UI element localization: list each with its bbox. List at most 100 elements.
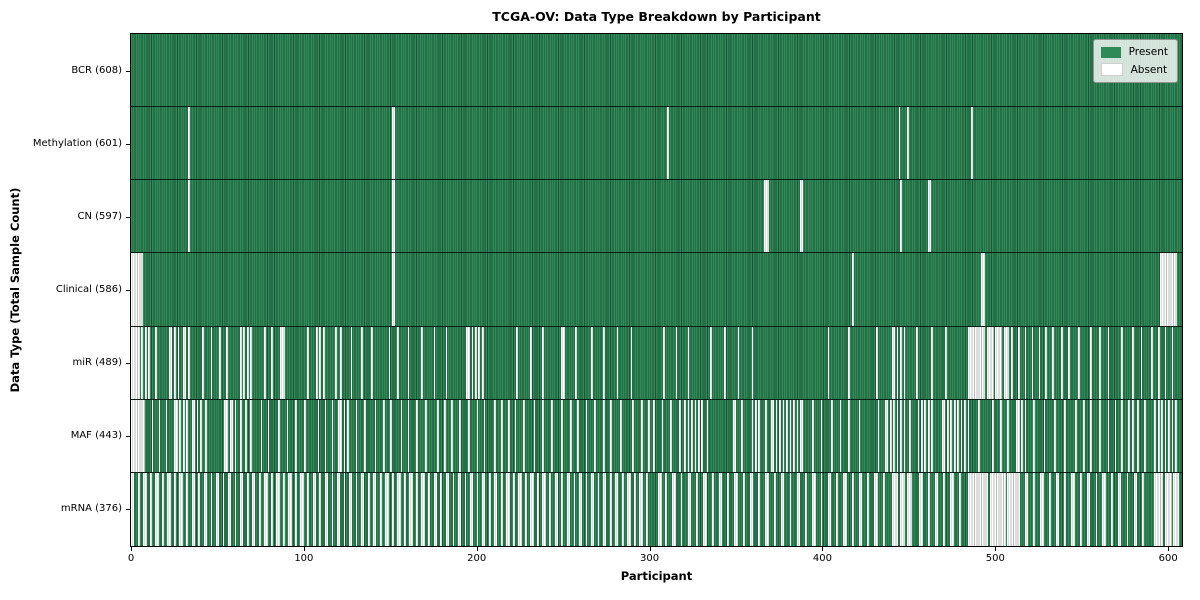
- absent-stripe: [741, 399, 743, 472]
- absent-stripe: [711, 472, 714, 546]
- absent-stripe: [796, 472, 800, 546]
- absent-stripe: [1107, 399, 1110, 472]
- absent-stripe: [1090, 399, 1093, 472]
- absent-stripe: [967, 472, 989, 546]
- absent-stripe: [474, 326, 477, 399]
- absent-stripe: [364, 399, 367, 472]
- absent-stripe: [1080, 472, 1082, 546]
- absent-stripe: [1111, 472, 1113, 546]
- ytick-mark: [126, 363, 130, 365]
- absent-stripe: [697, 399, 700, 472]
- absent-stripe: [1071, 472, 1075, 546]
- absent-stripe: [537, 472, 539, 546]
- absent-stripe: [371, 326, 373, 399]
- absent-stripe: [978, 399, 980, 472]
- absent-stripe: [283, 472, 285, 546]
- absent-stripe: [445, 472, 450, 546]
- absent-stripe: [148, 326, 150, 399]
- ytick-mark: [126, 143, 130, 145]
- absent-stripe: [1107, 326, 1110, 399]
- absent-stripe: [286, 399, 289, 472]
- absent-stripe: [1054, 399, 1056, 472]
- absent-stripe: [224, 399, 228, 472]
- xtick-label-500: 500: [985, 553, 1005, 564]
- absent-stripe: [799, 180, 804, 253]
- absent-stripe: [343, 399, 346, 472]
- absent-stripe: [340, 326, 342, 399]
- absent-stripe: [827, 326, 830, 399]
- absent-stripe: [513, 472, 515, 546]
- absent-stripe: [943, 472, 946, 546]
- absent-stripe: [1055, 472, 1060, 546]
- absent-stripe: [488, 472, 491, 546]
- absent-stripe: [566, 472, 571, 546]
- absent-stripe: [597, 472, 600, 546]
- absent-stripe: [907, 107, 909, 180]
- ytick-label-Methylation: Methylation (601): [32, 137, 122, 149]
- xtick-label-100: 100: [294, 553, 314, 564]
- absent-stripe: [661, 399, 664, 472]
- absent-stripe: [229, 399, 233, 472]
- absent-stripe: [445, 326, 448, 399]
- absent-stripe: [765, 472, 769, 546]
- absent-stripe: [967, 326, 985, 399]
- absent-stripe: [903, 326, 906, 399]
- absent-stripe: [428, 472, 431, 546]
- absent-stripe: [900, 472, 906, 546]
- absent-stripe: [1038, 326, 1041, 399]
- absent-stripe: [481, 326, 484, 399]
- absent-stripe: [177, 326, 180, 399]
- absent-stripe: [653, 399, 655, 472]
- absent-stripe: [350, 326, 353, 399]
- absent-stripe: [867, 472, 870, 546]
- absent-stripe: [243, 326, 246, 399]
- plot-area: Present Absent: [130, 33, 1183, 547]
- absent-stripe: [317, 399, 320, 472]
- absent-stripe: [246, 326, 249, 399]
- absent-stripe: [960, 399, 963, 472]
- absent-stripe: [174, 472, 176, 546]
- absent-stripe: [1154, 472, 1163, 546]
- absent-stripe: [882, 472, 885, 546]
- absent-stripe: [1003, 326, 1010, 399]
- absent-stripe: [390, 399, 392, 472]
- absent-stripe: [1024, 472, 1029, 546]
- absent-stripe: [718, 472, 723, 546]
- absent-stripe: [1086, 472, 1091, 546]
- absent-stripe: [950, 399, 953, 472]
- absent-stripe: [793, 399, 795, 472]
- absent-stripe: [995, 326, 1003, 399]
- absent-stripe: [839, 399, 842, 472]
- absent-stripe: [205, 399, 208, 472]
- absent-stripe: [903, 399, 906, 472]
- xtick-label-200: 200: [467, 553, 487, 564]
- absent-stripe: [131, 399, 145, 472]
- absent-stripe: [392, 180, 396, 253]
- absent-stripe: [706, 399, 709, 472]
- absent-stripe: [820, 399, 823, 472]
- absent-stripe: [786, 399, 788, 472]
- absent-stripe: [424, 399, 427, 472]
- absent-stripe: [1099, 399, 1101, 472]
- absent-stripe: [758, 472, 761, 546]
- absent-stripe: [334, 326, 337, 399]
- absent-stripe: [1140, 326, 1143, 399]
- absent-stripe: [1090, 326, 1093, 399]
- absent-stripe: [851, 472, 854, 546]
- absent-stripe: [917, 399, 920, 472]
- absent-stripe: [186, 399, 189, 472]
- absent-stripe: [277, 399, 280, 472]
- absent-stripe: [459, 399, 462, 472]
- absent-stripe: [554, 472, 558, 546]
- absent-stripe: [1102, 472, 1106, 546]
- absent-stripe: [530, 472, 534, 546]
- absent-stripe: [891, 326, 896, 399]
- absent-stripe: [627, 472, 631, 546]
- xtick-label-300: 300: [640, 553, 660, 564]
- absent-stripe: [858, 472, 863, 546]
- xtick-mark: [1168, 547, 1170, 551]
- absent-stripe: [900, 326, 902, 399]
- absent-stripe: [765, 399, 768, 472]
- absent-stripe: [578, 472, 583, 546]
- absent-stripe: [927, 180, 932, 253]
